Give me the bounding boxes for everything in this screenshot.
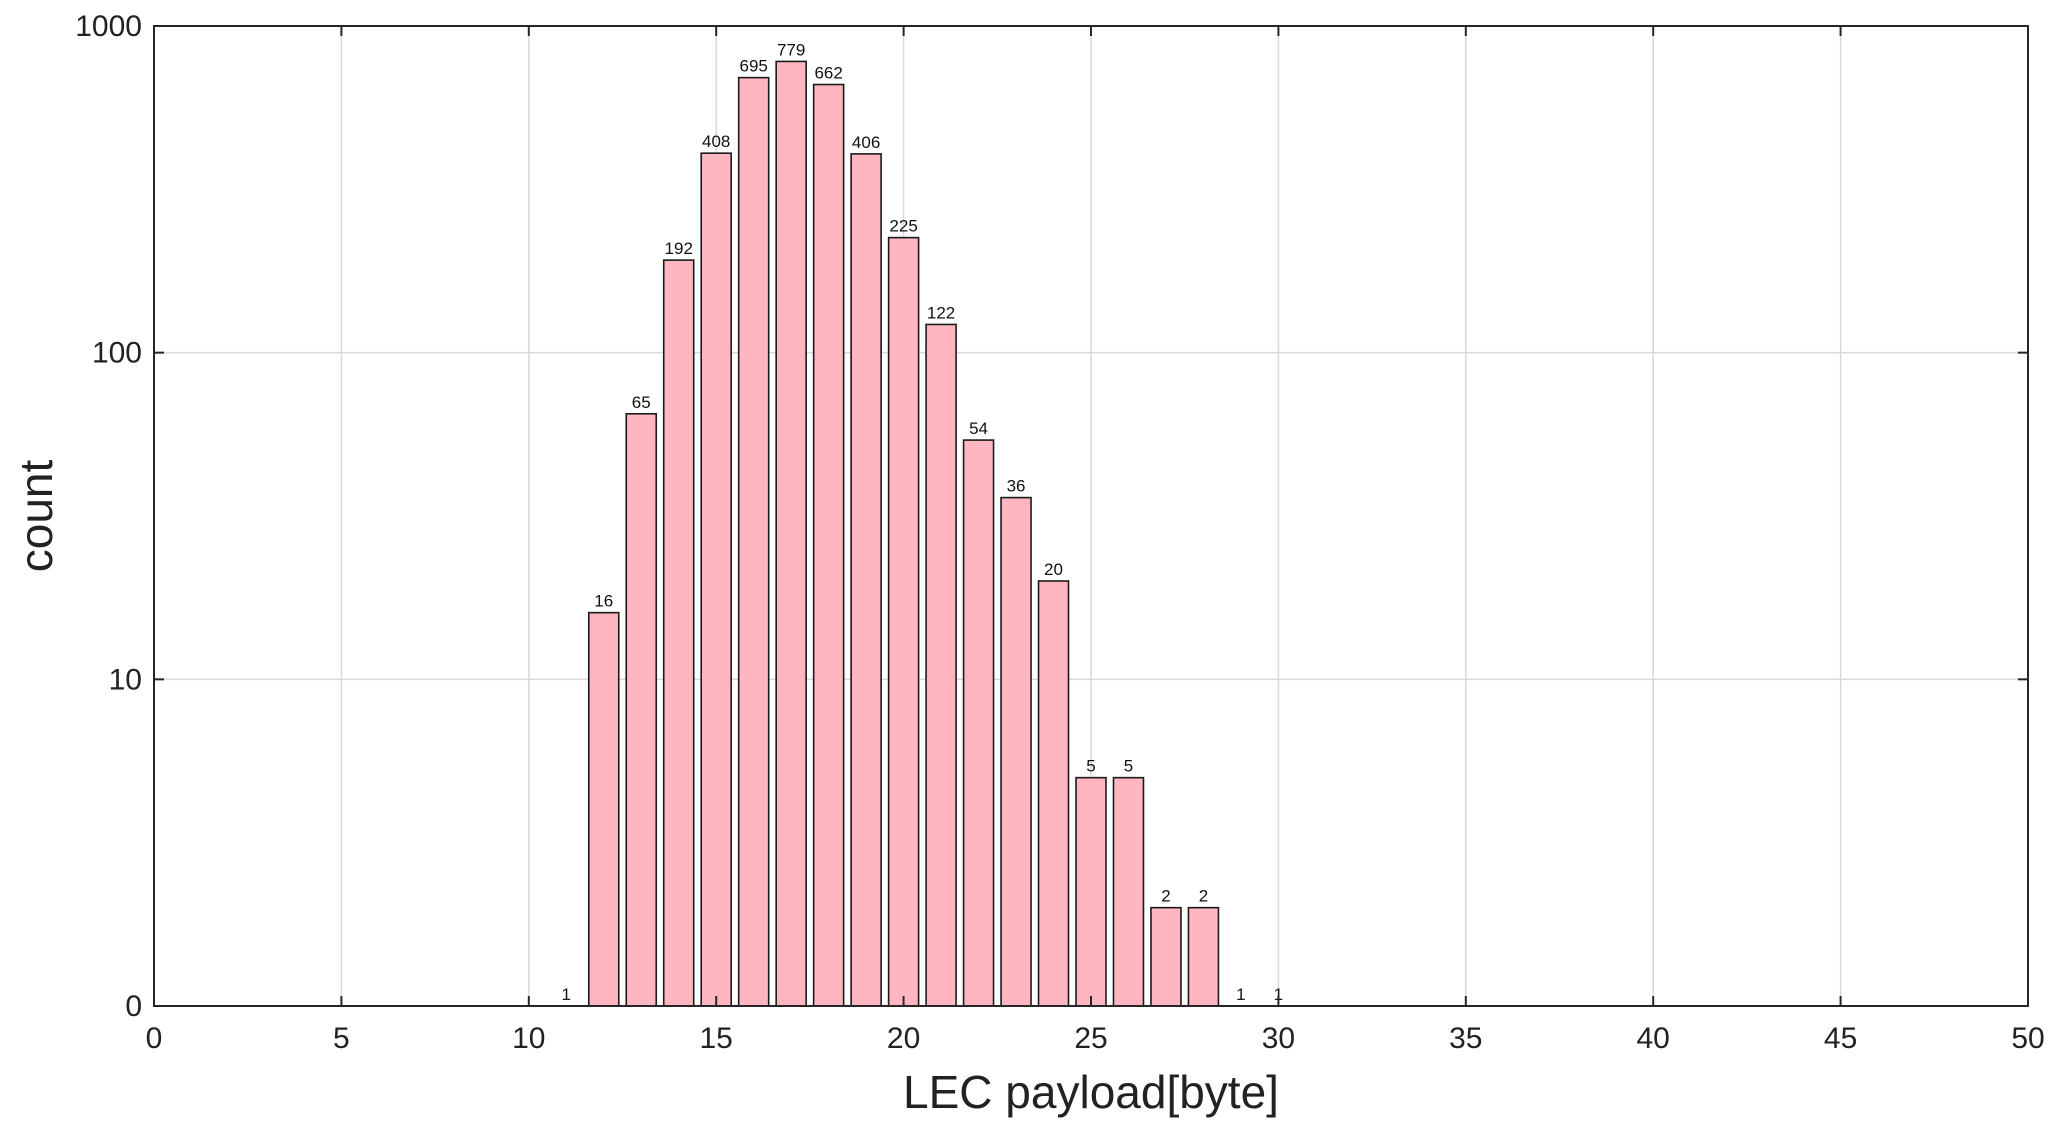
- bar: [812, 83, 845, 1007]
- bar-value-label: 1: [1274, 985, 1283, 1004]
- bar-value-label: 36: [1007, 477, 1026, 496]
- bar-value-label: 408: [702, 132, 730, 151]
- bar: [925, 323, 957, 1007]
- x-tick-label: 30: [1262, 1022, 1295, 1055]
- x-axis-title: LEC payload[byte]: [903, 1066, 1279, 1118]
- bar-value-label: 20: [1044, 560, 1063, 579]
- bar: [1112, 776, 1145, 1007]
- y-axis-ticks: 0 10 100 1000: [75, 10, 2028, 1023]
- bar-value-label: 2: [1161, 887, 1170, 906]
- bar-value-label: 406: [852, 133, 880, 152]
- bar: [737, 76, 770, 1007]
- bars: [587, 60, 1220, 1007]
- bar: [775, 60, 807, 1007]
- bar-value-label: 54: [969, 419, 988, 438]
- x-tick-label: 0: [146, 1022, 163, 1055]
- x-tick-label: 50: [2011, 1022, 2044, 1055]
- bar-value-label: 695: [739, 57, 767, 76]
- bar: [1000, 496, 1032, 1007]
- bar-value-label: 662: [814, 64, 842, 83]
- bar-value-label: 5: [1124, 757, 1133, 776]
- y-tick-label: 1000: [75, 10, 142, 43]
- bar-value-label: 1: [562, 985, 571, 1004]
- y-axis-title: count: [10, 460, 62, 573]
- bar: [1150, 906, 1182, 1007]
- bar-value-label: 779: [777, 40, 805, 59]
- bar: [662, 259, 695, 1007]
- data-labels: 1 16 65 192 408 695 779 662 406 225 122 54 36 20 5 5 2 2 1…: [562, 40, 1284, 1004]
- bar: [887, 236, 920, 1007]
- bar-value-label: 122: [927, 303, 955, 322]
- x-tick-label: 15: [700, 1022, 733, 1055]
- bar-value-label: 65: [632, 393, 651, 412]
- y-tick-label: 10: [109, 663, 142, 696]
- bar-value-label: 225: [889, 217, 917, 236]
- x-tick-label: 40: [1637, 1022, 1670, 1055]
- bar-value-label: 1: [1236, 985, 1245, 1004]
- x-tick-label: 45: [1824, 1022, 1857, 1055]
- x-axis-ticks: 0 5 10 15 20 25 30 35 40 45 50: [146, 26, 2045, 1055]
- bar: [1037, 580, 1070, 1007]
- x-tick-label: 10: [512, 1022, 545, 1055]
- bar-value-label: 192: [665, 239, 693, 258]
- bar-value-label: 5: [1086, 757, 1095, 776]
- bar: [700, 152, 732, 1007]
- bar-value-label: 16: [594, 592, 613, 611]
- x-tick-label: 25: [1074, 1022, 1107, 1055]
- x-tick-label: 20: [887, 1022, 920, 1055]
- bar: [625, 412, 658, 1007]
- bar: [587, 611, 620, 1007]
- x-tick-label: 5: [333, 1022, 350, 1055]
- y-tick-label: 0: [125, 990, 142, 1023]
- bar: [1187, 906, 1220, 1007]
- y-tick-label: 100: [92, 337, 142, 370]
- bar-value-label: 2: [1199, 887, 1208, 906]
- x-tick-label: 35: [1449, 1022, 1482, 1055]
- bar: [1075, 776, 1107, 1007]
- bar: [850, 153, 882, 1007]
- bar: [962, 439, 995, 1007]
